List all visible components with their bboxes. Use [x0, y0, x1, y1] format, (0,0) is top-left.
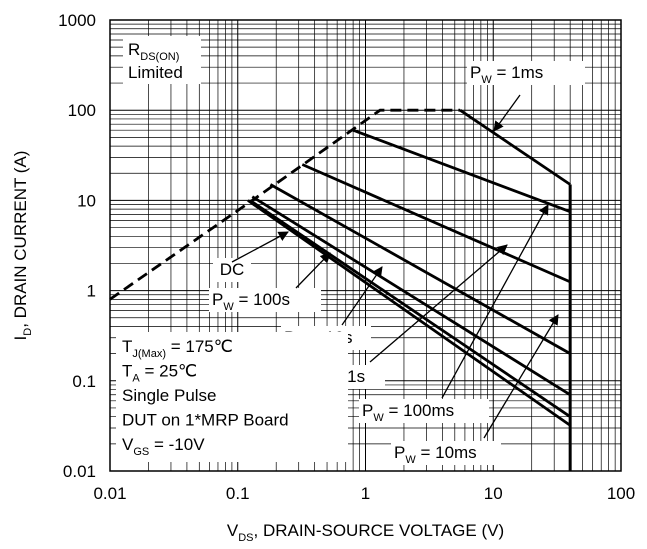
x-tick-label: 1: [361, 484, 370, 503]
annotations: RDS(ON)Limited PW = 1ms DC PW = 100s PW = 10…: [116, 36, 585, 466]
rds-limit-line: [109, 108, 461, 301]
label-10ms: PW = 10ms: [394, 443, 477, 466]
rds-label-bg: [123, 36, 201, 84]
condition-line: TA = 25℃: [122, 362, 197, 385]
label-100ms-bg: [359, 399, 489, 423]
arrow-100s: [295, 252, 331, 289]
x-axis-label: VDS, DRAIN-SOURCE VOLTAGE (V): [227, 521, 504, 544]
series-line: [459, 109, 571, 186]
plot-border: [109, 19, 622, 472]
condition-line: VGS = -10V: [122, 435, 205, 458]
condition-line: Single Pulse: [122, 386, 217, 405]
arrow-dc: [231, 231, 289, 263]
label-100s-bg: [209, 288, 321, 312]
y-tick-label: 1: [87, 282, 96, 301]
data-lines: [109, 108, 572, 471]
series-line: [269, 183, 571, 355]
series-line: [247, 199, 572, 427]
series-line: [251, 195, 571, 396]
x-tick-label: 0.1: [226, 484, 250, 503]
rds-label-line2: Limited: [128, 63, 183, 82]
x-tick-label: 10: [484, 484, 503, 503]
y-tick-label: 100: [68, 101, 96, 120]
label-100s: PW = 100s: [212, 290, 290, 313]
plot-frame: [109, 19, 622, 472]
y-tick-label: 0.1: [72, 372, 96, 391]
arrow-10s: [341, 266, 383, 326]
y-tick-label: 0.01: [63, 462, 96, 481]
series-line: [301, 163, 571, 284]
series-line: [352, 128, 571, 214]
x-tick-label: 100: [607, 484, 635, 503]
x-tick-label: 0.01: [93, 484, 126, 503]
label-1ms-bg: [467, 61, 585, 85]
series-line: [249, 199, 571, 418]
condition-line: TJ(Max) = 175℃: [122, 337, 233, 360]
arrow-1ms: [493, 94, 521, 132]
y-tick-label: 10: [77, 191, 96, 210]
label-dc: DC: [220, 260, 245, 279]
arrow-100ms: [441, 204, 549, 399]
tick-labels: 0.01 0.1 1 10 100 1000 100 10 1 0.1 0.01 VDS, DRAIN…: [11, 11, 635, 544]
label-1ms: PW = 1ms: [470, 63, 543, 86]
arrow-1s: [369, 244, 508, 363]
y-axis-label: ID, DRAIN CURRENT (A): [11, 151, 34, 341]
arrow-10ms: [483, 314, 559, 439]
label-10ms-bg: [391, 441, 501, 465]
label-100ms: PW = 100ms: [362, 401, 454, 424]
y-tick-label: 1000: [58, 11, 96, 30]
conditions-bg: [116, 332, 348, 462]
condition-line: DUT on 1*MRP Board: [122, 411, 289, 430]
rds-label-line1: RDS(ON): [128, 40, 179, 63]
